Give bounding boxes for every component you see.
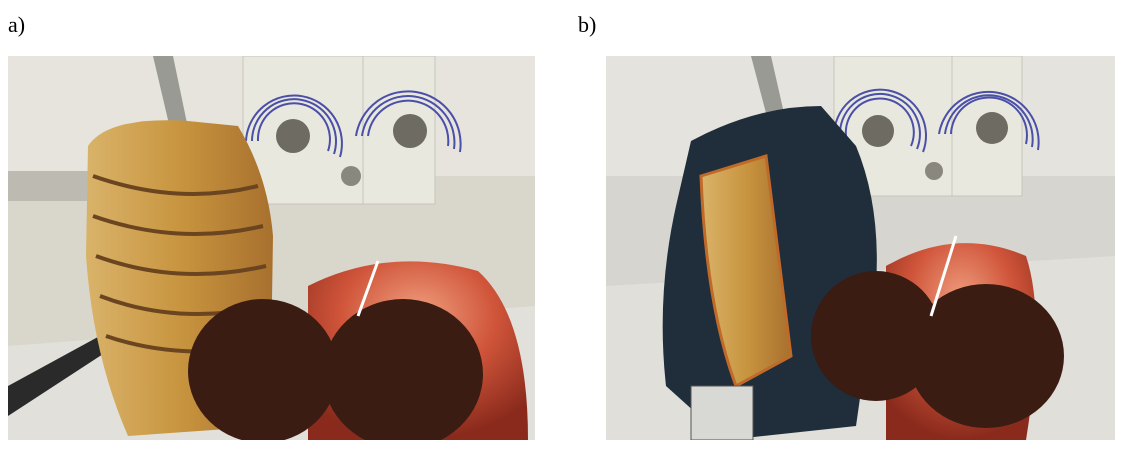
breast-form bbox=[811, 271, 941, 401]
breast-form bbox=[908, 284, 1064, 428]
panel-label: b) bbox=[578, 12, 596, 37]
dial-scale bbox=[832, 88, 1040, 153]
breast-form bbox=[188, 299, 338, 440]
panel-label: a) bbox=[8, 12, 25, 37]
dial bbox=[276, 119, 310, 153]
dial bbox=[862, 115, 894, 147]
dial bbox=[393, 114, 427, 148]
breast-form bbox=[323, 299, 483, 440]
strap bbox=[8, 326, 123, 416]
photo bbox=[8, 56, 535, 440]
button bbox=[925, 162, 943, 180]
button bbox=[341, 166, 361, 186]
dial-scale bbox=[245, 90, 462, 158]
photo bbox=[606, 56, 1115, 440]
dosimeter bbox=[690, 385, 754, 440]
dial bbox=[976, 112, 1008, 144]
laser-line bbox=[929, 235, 958, 317]
laser-line bbox=[356, 260, 380, 317]
